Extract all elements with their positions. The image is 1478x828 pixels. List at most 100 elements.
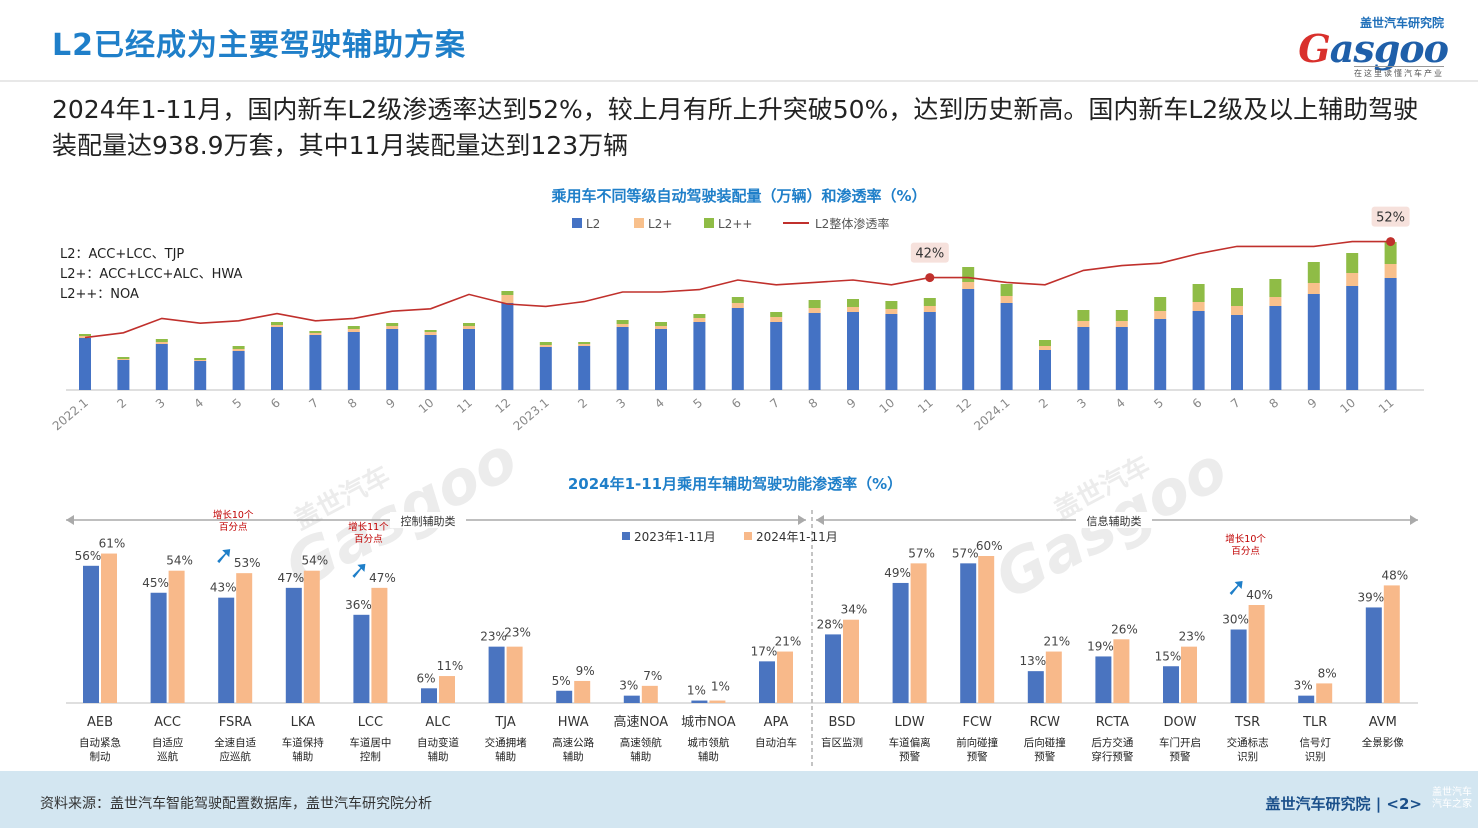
bar-l2 — [424, 335, 437, 390]
bar-l2pp — [808, 300, 821, 308]
bar-l2 — [117, 360, 130, 390]
group-arrow-left — [816, 515, 824, 525]
bar-l2plus — [155, 342, 168, 344]
x-tick-label: 3 — [1074, 396, 1089, 412]
page-title: L2已经成为主要驾驶辅助方案 — [52, 28, 466, 63]
bar-l2 — [1346, 286, 1359, 390]
x-tick-label: 4 — [1113, 396, 1128, 412]
x-tick-label: 6 — [729, 396, 744, 412]
bar-2024 — [574, 680, 591, 703]
level-note: L2：ACC+LCC、TJP — [60, 247, 184, 262]
bar-l2 — [309, 335, 322, 390]
bar-l2plus — [539, 345, 552, 347]
bar-l2 — [386, 329, 399, 390]
bar-l2plus — [232, 349, 245, 351]
bar-l2pp — [1154, 297, 1167, 311]
feature-description: 识别 — [1237, 751, 1258, 763]
x-tick-label: 10 — [416, 396, 437, 417]
bar-l2 — [1077, 327, 1090, 390]
growth-arrow-icon — [1229, 581, 1243, 595]
bar-l2plus — [1384, 264, 1397, 278]
bar-l2plus — [1307, 283, 1320, 294]
bar-l2pp — [693, 314, 706, 318]
header-divider — [0, 80, 1478, 82]
bar-l2plus — [1269, 297, 1282, 306]
bar-2023 — [623, 695, 640, 703]
bar-l2 — [578, 346, 591, 390]
legend-label-3: L2整体渗透率 — [815, 216, 889, 231]
bar-l2 — [731, 308, 744, 390]
x-tick-label: 2 — [114, 396, 129, 412]
value-label-2024: 40% — [1246, 588, 1273, 602]
feature-description: 辅助 — [292, 750, 313, 763]
feature-description: 预警 — [967, 750, 988, 763]
bar-l2 — [1231, 315, 1243, 390]
feature-code: LDW — [895, 715, 925, 730]
feature-code: FSRA — [219, 715, 252, 730]
value-label-2024: 53% — [234, 556, 261, 570]
feature-code: TJA — [494, 715, 516, 730]
group-arrow-right — [1410, 515, 1418, 525]
legend-label-2024: 2024年1-11月 — [756, 530, 838, 544]
bar-2023 — [218, 597, 235, 703]
x-tick-label: 8 — [1266, 396, 1281, 412]
value-label-2023: 39% — [1357, 590, 1384, 604]
bar-l2pp — [616, 320, 629, 324]
x-tick-label: 6 — [1190, 396, 1205, 412]
bar-2024 — [1383, 585, 1400, 703]
group-label-bg — [1076, 512, 1152, 528]
group-label-bg — [390, 512, 466, 528]
feature-code: APA — [764, 715, 789, 730]
bar-l2 — [847, 312, 859, 390]
feature-description: 全速自适 — [214, 736, 256, 749]
bar-2024 — [303, 570, 320, 703]
bar-l2 — [501, 303, 514, 390]
legend-swatch-0 — [572, 218, 582, 228]
value-label-2024: 61% — [99, 537, 126, 551]
feature-description: 后方交通 — [1091, 736, 1133, 749]
penetration-label: 52% — [1376, 211, 1405, 226]
bar-l2plus — [923, 306, 936, 312]
bar-2024 — [439, 676, 455, 703]
growth-annotation: 增长11个 — [348, 521, 389, 533]
feature-code: TSR — [1234, 715, 1260, 730]
x-tick-label: 2023.1 — [511, 396, 552, 434]
charts-canvas: Gasgoo Gasgoo 盖世汽车 盖世汽车 乘用车不同等级自动驾驶装配量（万… — [50, 187, 1424, 766]
legend-swatch-2023 — [622, 532, 630, 540]
value-label-2023: 15% — [1155, 649, 1182, 663]
growth-annotation: 增长10个 — [1225, 533, 1266, 545]
bar-l2pp — [1039, 340, 1051, 346]
bar-2023 — [892, 582, 909, 703]
value-label-2023: 28% — [817, 617, 844, 631]
value-label-2023: 56% — [75, 549, 102, 563]
bar-l2pp — [194, 358, 207, 360]
value-label-2023: 1% — [687, 684, 706, 698]
x-tick-label: 4 — [191, 396, 206, 412]
bar-2023 — [1230, 629, 1247, 703]
gasgoo-logo: 盖世汽车研究院 Gasgoo 在这里读懂汽车产业 — [1278, 14, 1449, 78]
x-tick-label: 8 — [345, 396, 360, 412]
value-label-2023: 5% — [552, 674, 571, 688]
feature-description: 自动紧急 — [79, 736, 121, 749]
feature-description: 应巡航 — [219, 750, 251, 763]
bar-l2plus — [386, 326, 399, 329]
bar-2024 — [709, 700, 726, 703]
growth-annotation: 增长10个 — [213, 509, 254, 521]
legend-label-0: L2 — [586, 217, 600, 231]
bar-l2plus — [194, 360, 207, 361]
value-label-2023: 30% — [1222, 613, 1249, 627]
bar-2024 — [641, 685, 658, 703]
bar-2024 — [168, 570, 185, 703]
bar-l2plus — [770, 317, 783, 322]
feature-code: ALC — [425, 715, 450, 730]
bar-l2pp — [309, 331, 322, 333]
bar-l2plus — [578, 344, 591, 346]
logo-wordmark: Gasgoo — [1298, 26, 1449, 71]
value-label-2023: 36% — [345, 598, 372, 612]
bar-l2plus — [885, 309, 898, 314]
x-tick-label: 3 — [153, 396, 168, 412]
feature-description: 车门开启 — [1159, 736, 1201, 749]
bar-l2 — [923, 312, 936, 390]
bar-l2 — [463, 329, 475, 390]
feature-description: 制动 — [90, 750, 111, 763]
